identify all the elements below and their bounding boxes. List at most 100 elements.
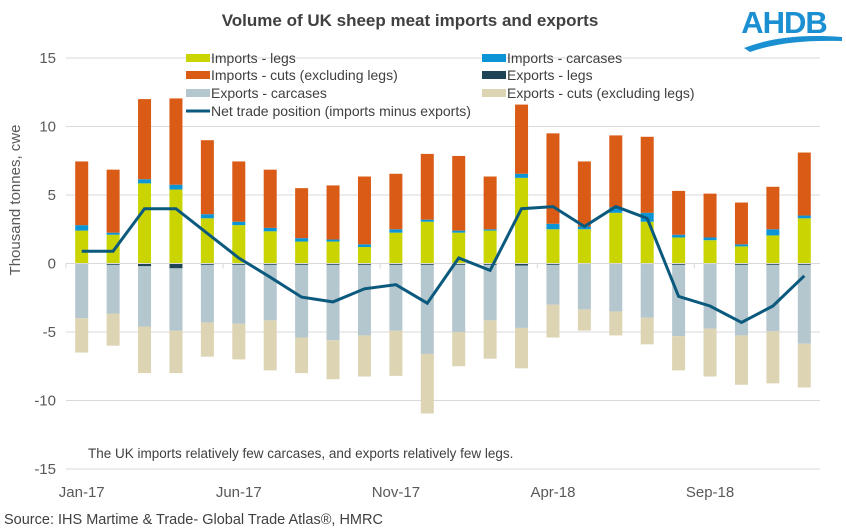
bar-imports-legs-apr-18 (546, 229, 560, 264)
bar-exports-cuts-excluding-legs-mar-17 (138, 326, 152, 374)
bar-exports-cuts-excluding-legs-apr-18 (546, 304, 560, 338)
bar-imports-carcases-feb-17 (106, 232, 120, 235)
bar-exports-carcases-jun-17 (232, 264, 246, 324)
legend-swatch (186, 54, 210, 62)
y-axis-ticks: 15 10 5 0 -5 -10 -15 (34, 50, 56, 478)
bar-imports-legs-mar-17 (138, 183, 152, 264)
bar-imports-cuts-excluding-legs-apr-18 (546, 133, 560, 224)
bar-imports-cuts-excluding-legs-aug-17 (295, 188, 309, 239)
bar-exports-carcases-jan-17 (75, 264, 89, 319)
bar-imports-carcases-oct-18 (734, 244, 748, 247)
y-tick-label: 15 (39, 50, 56, 67)
bar-imports-carcases-feb-18 (483, 229, 497, 231)
y-tick-label: 5 (48, 187, 56, 204)
bar-imports-cuts-excluding-legs-jul-18 (640, 136, 654, 213)
bar-imports-cuts-excluding-legs-dec-17 (420, 153, 434, 220)
chart-title: Volume of UK sheep meat imports and expo… (222, 11, 599, 30)
x-tick-label: Apr-18 (530, 484, 575, 501)
bar-imports-legs-jul-18 (640, 221, 654, 264)
bar-exports-legs-jan-18 (452, 263, 466, 265)
bar-exports-cuts-excluding-legs-dec-18 (797, 343, 811, 388)
bar-exports-cuts-excluding-legs-may-17 (200, 322, 214, 357)
legend-label: Exports - carcases (211, 85, 327, 101)
x-tick-label: Sep-18 (686, 484, 734, 501)
bar-exports-cuts-excluding-legs-nov-17 (389, 330, 403, 376)
x-tick-label: Jan-17 (59, 484, 105, 501)
bar-exports-legs-aug-17 (295, 263, 309, 265)
bar-imports-carcases-apr-17 (169, 184, 183, 190)
x-tick-label: Nov-17 (372, 484, 420, 501)
bar-exports-cuts-excluding-legs-nov-18 (766, 331, 780, 384)
bar-exports-carcases-may-18 (577, 264, 591, 310)
legend: Imports - legs Imports - carcases Imports … (186, 50, 695, 119)
bar-imports-cuts-excluding-legs-jun-17 (232, 161, 246, 222)
bar-exports-cuts-excluding-legs-feb-18 (483, 320, 497, 359)
bar-imports-carcases-dec-17 (420, 219, 434, 222)
net-trade-line (81, 204, 806, 325)
legend-item: Imports - carcases (482, 50, 622, 66)
bar-exports-cuts-excluding-legs-sep-17 (326, 340, 340, 380)
bar-exports-legs-mar-17 (138, 263, 152, 267)
legend-label: Exports - cuts (excluding legs) (507, 85, 695, 101)
bar-exports-legs-aug-18 (672, 263, 686, 265)
bar-exports-legs-jul-17 (263, 263, 277, 265)
bar-exports-legs-may-17 (200, 263, 214, 265)
bar-exports-carcases-jun-18 (609, 264, 623, 312)
y-tick-label: -10 (34, 393, 56, 410)
legend-label: Imports - carcases (507, 50, 622, 66)
gridlines (66, 57, 820, 470)
legend-swatch (482, 71, 506, 79)
bar-imports-cuts-excluding-legs-apr-17 (169, 98, 183, 185)
bar-imports-cuts-excluding-legs-may-17 (200, 140, 214, 215)
bar-exports-cuts-excluding-legs-jan-17 (75, 318, 89, 353)
ahdb-logo: AHDB (741, 5, 842, 52)
bar-imports-carcases-sep-17 (326, 239, 340, 242)
bar-imports-carcases-sep-18 (703, 237, 717, 241)
bar-exports-legs-oct-17 (357, 263, 371, 265)
bar-exports-carcases-aug-18 (672, 264, 686, 337)
bar-imports-legs-mar-18 (515, 177, 529, 264)
y-tick-label: 10 (39, 119, 56, 136)
bar-exports-cuts-excluding-legs-aug-18 (672, 336, 686, 371)
bar-imports-legs-aug-17 (295, 241, 309, 264)
bar-exports-cuts-excluding-legs-sep-18 (703, 328, 717, 377)
bar-imports-cuts-excluding-legs-nov-17 (389, 173, 403, 230)
bar-imports-cuts-excluding-legs-mar-17 (138, 99, 152, 180)
legend-item: Exports - legs (482, 67, 593, 83)
annotation-text: The UK imports relatively few carcases, … (88, 446, 513, 461)
bar-imports-legs-jun-18 (609, 212, 623, 264)
bar-imports-legs-sep-17 (326, 241, 340, 264)
bar-imports-legs-feb-18 (483, 230, 497, 264)
bar-imports-legs-nov-17 (389, 232, 403, 264)
legend-label: Imports - legs (211, 50, 296, 66)
legend-swatch (186, 71, 210, 79)
source-text: Source: IHS Martime & Trade- Global Trad… (4, 512, 383, 528)
bar-imports-cuts-excluding-legs-jun-18 (609, 135, 623, 208)
bar-imports-carcases-dec-18 (797, 215, 811, 219)
bar-exports-carcases-feb-17 (106, 264, 120, 314)
bar-imports-legs-may-18 (577, 229, 591, 264)
bar-imports-cuts-excluding-legs-dec-18 (797, 152, 811, 216)
bar-imports-cuts-excluding-legs-nov-18 (766, 186, 780, 230)
bar-exports-cuts-excluding-legs-jun-17 (232, 323, 246, 360)
bar-imports-legs-aug-18 (672, 237, 686, 264)
legend-label: Imports - cuts (excluding legs) (211, 67, 398, 83)
bar-exports-cuts-excluding-legs-oct-18 (734, 335, 748, 385)
bar-imports-legs-nov-18 (766, 235, 780, 264)
bar-exports-carcases-oct-18 (734, 264, 748, 336)
legend-swatch (482, 54, 506, 62)
bar-exports-carcases-oct-17 (357, 264, 371, 336)
bar-imports-carcases-apr-18 (546, 223, 560, 230)
bar-exports-cuts-excluding-legs-apr-17 (169, 330, 183, 374)
x-tick-label: Jun-17 (216, 484, 262, 501)
bar-imports-carcases-aug-18 (672, 234, 686, 238)
x-axis-ticks: Jan-17 Jun-17 Nov-17 Apr-18 Sep-18 (59, 484, 734, 501)
bar-imports-carcases-oct-17 (357, 244, 371, 248)
bar-exports-carcases-jul-18 (640, 264, 654, 318)
bar-exports-legs-apr-17 (169, 263, 183, 269)
logo-wave-icon (744, 36, 842, 52)
legend-item: Exports - cuts (excluding legs) (482, 85, 695, 101)
bar-exports-carcases-jan-18 (452, 264, 466, 332)
bar-imports-legs-may-17 (200, 218, 214, 264)
